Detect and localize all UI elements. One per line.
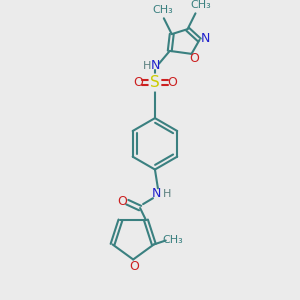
Text: O: O [190, 52, 200, 65]
Text: CH₃: CH₃ [152, 5, 173, 15]
Text: O: O [129, 260, 139, 273]
Text: N: N [152, 187, 162, 200]
Text: O: O [167, 76, 177, 89]
Text: H: H [143, 61, 151, 71]
Text: CH₃: CH₃ [190, 0, 211, 11]
Text: N: N [201, 32, 210, 45]
Text: O: O [133, 76, 143, 89]
Text: H: H [163, 189, 171, 199]
Text: O: O [117, 195, 127, 208]
Text: CH₃: CH₃ [162, 235, 183, 244]
Text: N: N [151, 59, 160, 72]
Text: S: S [150, 75, 160, 90]
